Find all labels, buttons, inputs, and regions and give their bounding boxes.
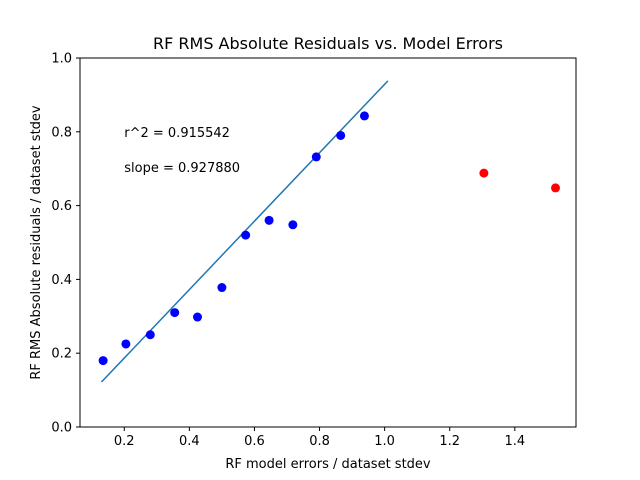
data-point	[145, 330, 155, 340]
data-point	[192, 312, 202, 322]
x-tick-label: 0.4	[179, 434, 200, 449]
x-tick-label: 0.6	[244, 434, 265, 449]
data-point	[359, 111, 369, 121]
data-point	[241, 230, 251, 240]
data-point	[264, 215, 274, 225]
plot-area	[98, 80, 560, 383]
annotation-text: r^2 = 0.915542	[124, 126, 230, 141]
chart-title: RF RMS Absolute Residuals vs. Model Erro…	[153, 34, 503, 53]
data-point	[217, 283, 227, 293]
data-point	[479, 168, 489, 178]
annotations: r^2 = 0.915542 slope = 0.927880	[124, 126, 240, 176]
x-tick-label: 1.0	[374, 434, 395, 449]
x-tick-label: 0.2	[114, 434, 135, 449]
data-point	[288, 220, 298, 230]
y-tick-label: 0.6	[51, 199, 72, 214]
y-tick-label: 0.2	[51, 347, 72, 362]
x-tick-label: 1.2	[439, 434, 460, 449]
data-point	[121, 339, 131, 349]
plot-frame	[79, 57, 577, 428]
y-tick-label: 1.0	[51, 52, 72, 67]
y-tick-label: 0.4	[51, 273, 72, 288]
data-point	[311, 152, 321, 162]
x-tick-label: 1.4	[504, 434, 525, 449]
x-axis-label: RF model errors / dataset stdev	[225, 457, 431, 472]
data-point	[336, 130, 346, 140]
x-axis: 0.2 0.4 0.6 0.8 1.0 1.2 1.4	[114, 427, 525, 449]
y-axis: 0.0 0.2 0.4 0.6 0.8 1.0	[51, 52, 80, 436]
y-axis-label: RF RMS Absolute residuals / dataset stde…	[29, 105, 44, 380]
y-tick-label: 0.0	[51, 421, 72, 436]
annotation-text: slope = 0.927880	[124, 161, 240, 176]
data-point	[98, 356, 108, 366]
x-tick-label: 0.8	[309, 434, 330, 449]
data-point	[170, 308, 180, 318]
data-point	[550, 183, 560, 193]
y-tick-label: 0.8	[51, 125, 72, 140]
